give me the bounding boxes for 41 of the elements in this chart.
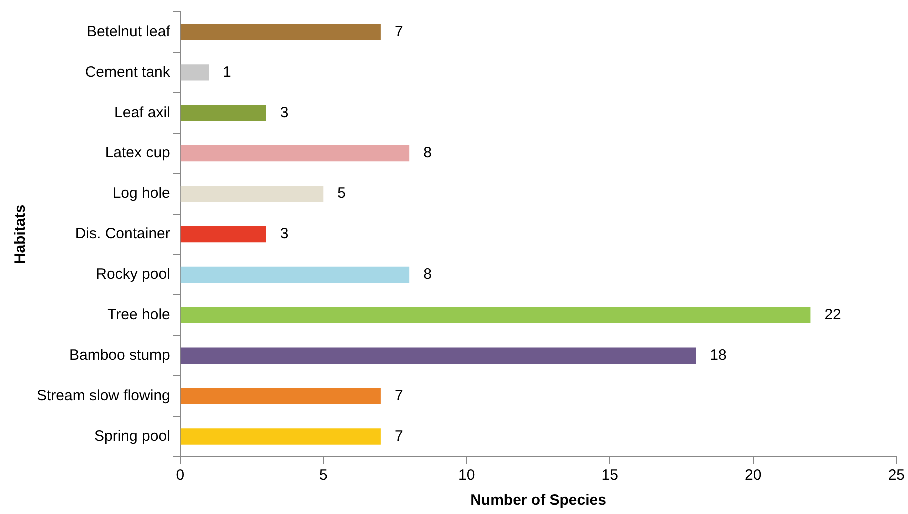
y-tick-label: Leaf axil	[114, 104, 170, 122]
bar	[180, 105, 266, 122]
data-label: 18	[710, 347, 727, 364]
y-axis-title: Habitats	[12, 204, 30, 264]
data-label: 7	[394, 428, 404, 445]
y-tick-label: Betelnut leaf	[86, 23, 172, 40]
bar	[180, 348, 696, 364]
y-tick-label: Latex cup	[105, 144, 170, 162]
bar	[180, 428, 381, 445]
bar	[180, 226, 266, 243]
y-tick-label: Bamboo stump	[69, 347, 170, 364]
data-label: 3	[280, 104, 289, 122]
y-tick-label: Tree hole	[108, 306, 170, 324]
y-tick-label: Log hole	[112, 185, 170, 202]
y-tick-label: Stream slow flowing	[36, 387, 170, 404]
bar	[180, 266, 410, 284]
bar	[180, 307, 811, 324]
x-tick-label: 10	[458, 467, 476, 484]
data-label: 22	[824, 306, 842, 324]
y-tick-label: Spring pool	[94, 428, 170, 445]
bar	[180, 24, 381, 40]
x-tick-label: 15	[602, 467, 618, 484]
bar	[180, 146, 410, 162]
data-label: 3	[280, 226, 289, 243]
bar	[180, 388, 381, 404]
bar	[180, 64, 210, 81]
data-label: 8	[424, 144, 432, 162]
data-label: 5	[338, 185, 346, 202]
data-label: 7	[394, 23, 404, 40]
x-tick-label: 20	[745, 467, 762, 484]
y-tick-label: Dis. Container	[75, 226, 170, 243]
data-label: 7	[394, 387, 404, 404]
data-label: 1	[223, 64, 232, 81]
x-axis-title: Number of Species	[470, 492, 606, 510]
x-tick-label: 25	[888, 467, 905, 484]
y-tick-label: Rocky pool	[96, 266, 170, 284]
y-tick-label: Cement tank	[85, 64, 171, 81]
x-tick-label: 0	[176, 467, 185, 484]
bar	[180, 186, 324, 202]
data-label: 8	[424, 266, 432, 284]
x-tick-label: 5	[319, 467, 328, 484]
